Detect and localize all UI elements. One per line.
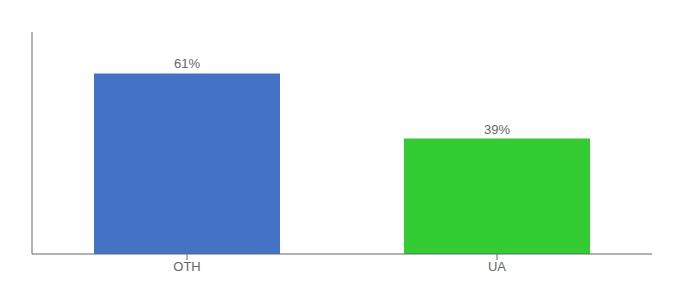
svg-text:39%: 39% xyxy=(484,122,510,137)
svg-text:OTH: OTH xyxy=(173,259,200,274)
svg-text:61%: 61% xyxy=(174,56,200,71)
svg-text:UA: UA xyxy=(488,259,506,274)
